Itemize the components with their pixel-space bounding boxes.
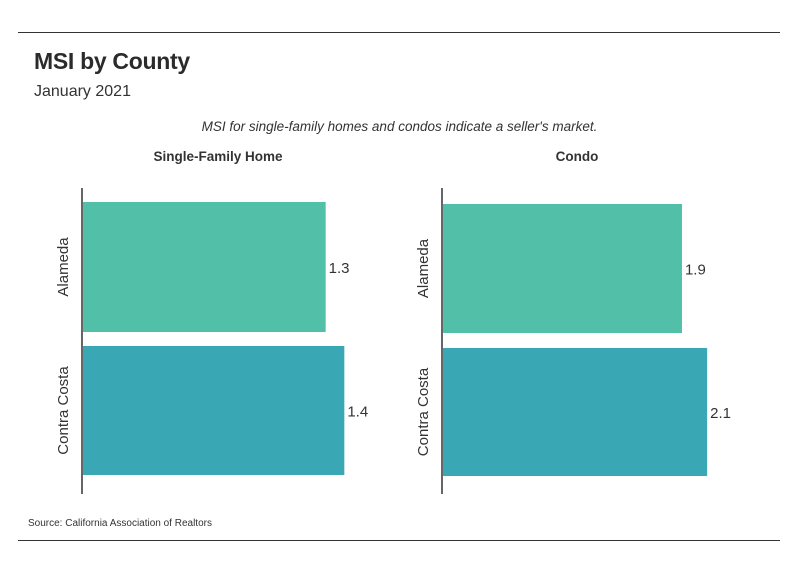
category-label-alameda: Alameda [55,237,72,297]
chart-note: MSI for single-family homes and condos i… [201,119,598,134]
chart-title: MSI by County [34,48,190,74]
bottom-rule [18,540,780,541]
panel-title-single-family: Single-Family Home [153,149,283,164]
category-label-alameda: Alameda [415,238,432,298]
source-note: Source: California Association of Realto… [28,518,212,529]
top-rule [18,32,780,33]
bar-alameda [83,202,326,332]
bar-contra-costa [443,348,708,476]
panel-title-condo: Condo [555,149,599,164]
data-label-contra-costa: 2.1 [710,405,731,422]
category-label-contra-costa: Contra Costa [55,366,72,455]
chart-subtitle: January 2021 [34,83,131,100]
data-label-contra-costa: 1.4 [347,404,368,421]
data-label-alameda: 1.3 [329,260,350,277]
category-label-contra-costa: Contra Costa [415,367,432,456]
bar-contra-costa [83,346,345,475]
data-label-alameda: 1.9 [685,262,706,279]
bar-alameda [443,204,682,333]
